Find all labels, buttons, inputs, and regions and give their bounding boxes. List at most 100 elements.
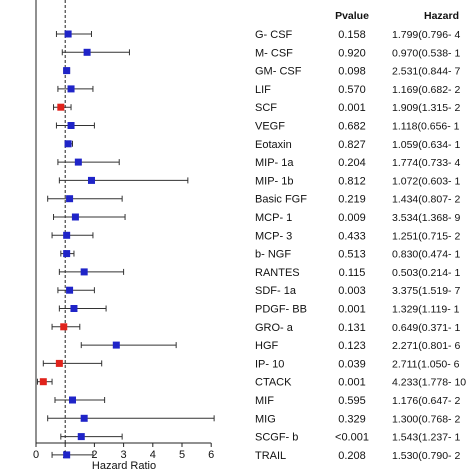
row-label: GM- CSF <box>255 66 302 78</box>
row-pvalue: 0.098 <box>338 66 366 78</box>
row-label: PDGF- BB <box>255 304 307 316</box>
row-label: SCF <box>255 102 277 114</box>
point-estimate-marker <box>64 140 72 148</box>
row-hazard-ratio: 1.329(1.119- 1 <box>392 304 460 316</box>
point-estimate-marker <box>74 158 82 166</box>
row-hazard-ratio: 0.503(0.214- 1 <box>392 267 460 279</box>
row-label: b- NGF <box>255 249 291 261</box>
point-estimate-marker <box>67 85 75 93</box>
forest-row <box>42 359 103 367</box>
point-estimate-marker <box>66 195 74 203</box>
forest-row <box>57 286 95 294</box>
forest-row <box>60 433 123 441</box>
row-pvalue: 0.513 <box>338 249 366 261</box>
row-pvalue: 0.039 <box>338 358 366 370</box>
forest-row <box>61 48 130 56</box>
row-label: SDF- 1a <box>255 285 297 297</box>
row-pvalue: 0.001 <box>338 102 366 114</box>
forest-row <box>60 250 75 258</box>
row-label: SCGF- b <box>255 432 298 444</box>
forest-row <box>57 85 94 93</box>
x-tick-label: 2 <box>91 449 97 461</box>
row-pvalue: 0.204 <box>338 157 366 169</box>
point-estimate-marker <box>77 433 85 441</box>
row-hazard-ratio: 2.271(0.801- 6 <box>392 340 460 352</box>
hazard-header: Hazard <box>424 10 459 22</box>
point-estimate-marker <box>66 286 74 294</box>
row-pvalue: 0.003 <box>338 285 366 297</box>
row-label: VEGF <box>255 121 285 133</box>
x-tick-label: 0 <box>33 449 39 461</box>
row-label: GRO- a <box>255 322 294 334</box>
point-estimate-marker <box>63 67 71 75</box>
row-label: TRAIL <box>255 450 286 462</box>
row-hazard-ratio: 1.059(0.634- 1 <box>392 139 460 151</box>
row-label: MIF <box>255 395 274 407</box>
row-hazard-ratio: 1.530(0.790- 2 <box>392 450 460 462</box>
forest-row <box>57 158 120 166</box>
row-label: MIG <box>255 413 276 425</box>
row-hazard-ratio: 3.375(1.519- 7 <box>392 285 460 297</box>
row-hazard-ratio: 1.434(0.807- 2 <box>392 194 460 206</box>
row-pvalue: 0.595 <box>338 395 366 407</box>
forest-row <box>53 213 126 221</box>
x-tick-label: 4 <box>150 449 156 461</box>
forest-row <box>58 176 189 184</box>
x-tick-label: 3 <box>121 449 127 461</box>
row-label: RANTES <box>255 267 300 279</box>
row-hazard-ratio: 0.830(0.474- 1 <box>392 249 460 261</box>
x-tick-label: 5 <box>179 449 185 461</box>
row-pvalue: 0.570 <box>338 84 366 96</box>
row-pvalue: 0.827 <box>338 139 366 151</box>
row-hazard-ratio: 1.799(0.796- 4 <box>392 29 460 41</box>
forest-row <box>55 122 95 129</box>
row-hazard-ratio: 2.711(1.050- 6 <box>392 358 460 370</box>
row-hazard-ratio: 1.176(0.647- 2 <box>392 395 460 407</box>
row-pvalue: <0.001 <box>335 432 369 444</box>
plot-area: 0123456 <box>33 0 215 461</box>
forest-row <box>47 414 215 422</box>
row-label: G- CSF <box>255 29 293 41</box>
pvalue-header: Pvalue <box>335 10 369 22</box>
forest-row <box>47 195 123 203</box>
row-label: Eotaxin <box>255 139 292 151</box>
row-hazard-ratio: 0.649(0.371- 1 <box>392 322 460 334</box>
row-hazard-ratio: 4.233(1.778- 10 <box>392 377 466 389</box>
point-estimate-marker <box>69 396 76 404</box>
row-hazard-ratio: 0.970(0.538- 1 <box>392 47 460 59</box>
row-pvalue: 0.001 <box>338 377 366 389</box>
row-hazard-ratio: 2.531(0.844- 7 <box>392 66 460 78</box>
row-label: CTACK <box>255 377 292 389</box>
point-estimate-marker <box>112 341 120 349</box>
forest-row <box>51 451 94 459</box>
row-hazard-ratio: 1.251(0.715- 2 <box>392 230 460 242</box>
row-pvalue: 0.123 <box>338 340 366 352</box>
row-pvalue: 0.158 <box>338 29 366 41</box>
row-hazard-ratio: 1.300(0.768- 2 <box>392 413 460 425</box>
forest-row <box>54 396 106 404</box>
point-estimate-marker <box>83 48 91 56</box>
row-hazard-ratio: 1.118(0.656- 1 <box>392 121 460 133</box>
row-pvalue: 0.812 <box>338 175 366 187</box>
point-estimate-marker <box>64 30 72 38</box>
point-estimate-marker <box>63 231 71 239</box>
row-label: MCP- 1 <box>255 212 292 224</box>
row-label: IP- 10 <box>255 358 284 370</box>
forest-row <box>58 305 107 312</box>
point-estimate-marker <box>60 323 68 331</box>
forest-row <box>53 103 72 111</box>
row-label: MIP- 1a <box>255 157 294 169</box>
point-estimate-marker <box>67 122 75 129</box>
point-estimate-marker <box>71 213 79 221</box>
row-pvalue: 0.009 <box>338 212 366 224</box>
row-pvalue: 0.219 <box>338 194 366 206</box>
row-label: HGF <box>255 340 279 352</box>
row-hazard-ratio: 1.072(0.603- 1 <box>392 175 460 187</box>
row-hazard-ratio: 1.543(1.237- 1 <box>392 432 460 444</box>
forest-row <box>80 341 177 349</box>
forest-row <box>58 268 125 276</box>
row-pvalue: 0.131 <box>338 322 366 334</box>
x-tick-label: 6 <box>208 449 214 461</box>
row-pvalue: 0.001 <box>338 304 366 316</box>
